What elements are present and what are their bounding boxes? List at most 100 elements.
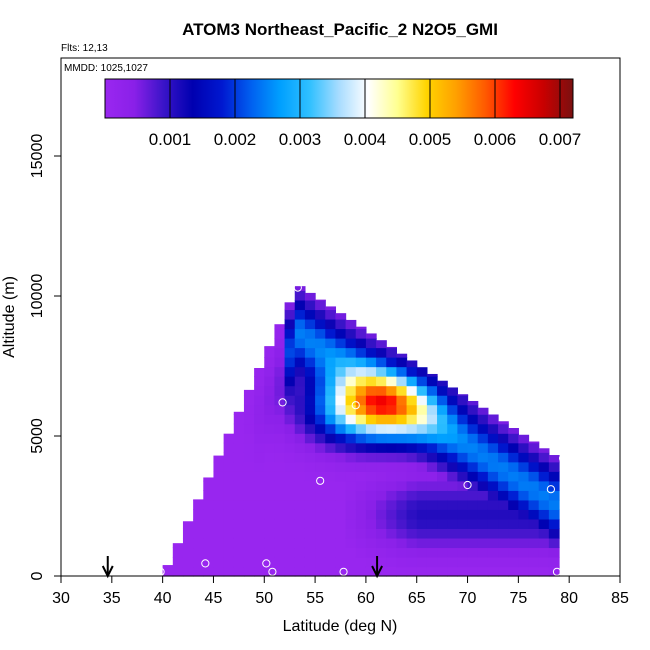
- heatmap-cell: [223, 499, 235, 510]
- heatmap-cell: [416, 528, 428, 539]
- heatmap-cell: [528, 537, 540, 549]
- flight-point: [552, 567, 562, 576]
- heatmap-cell: [304, 309, 316, 320]
- heatmap-cell: [447, 387, 458, 396]
- heatmap-cell: [203, 480, 215, 491]
- heatmap-cell: [325, 376, 337, 387]
- heatmap-cell: [345, 547, 357, 558]
- flight-point: [316, 476, 325, 485]
- heatmap-cell: [304, 338, 316, 349]
- heatmap-cell: [487, 452, 499, 463]
- heatmap-cell: [274, 414, 286, 425]
- heatmap-cell: [365, 528, 377, 539]
- heatmap-cell: [487, 556, 499, 568]
- x-tick-label: 60: [357, 590, 375, 607]
- heatmap-cell: [243, 414, 255, 425]
- heatmap-cell: [355, 547, 367, 558]
- heatmap-cell: [467, 452, 479, 463]
- heatmap-cell: [345, 376, 357, 387]
- heatmap-cell: [457, 452, 469, 463]
- flight-point: [351, 401, 360, 410]
- heatmap-cell: [437, 509, 448, 520]
- heatmap-cell: [426, 442, 438, 453]
- heatmap-cell: [508, 428, 519, 434]
- heatmap-cell: [304, 528, 316, 539]
- heatmap-cell: [508, 490, 519, 501]
- heatmap-cell: [284, 537, 296, 549]
- heatmap-cell: [396, 509, 408, 520]
- heatmap-cell: [233, 509, 245, 520]
- y-tick-label: 10000: [29, 274, 46, 319]
- heatmap-cell: [528, 471, 540, 482]
- heatmap-cell: [416, 367, 428, 377]
- heatmap-cell: [518, 556, 530, 568]
- heatmap-cell: [376, 452, 387, 463]
- heatmap-cell: [274, 404, 286, 415]
- heatmap-cell: [315, 299, 326, 301]
- heatmap-cell: [426, 490, 438, 501]
- heatmap-cell: [508, 452, 519, 463]
- heatmap-cell: [223, 433, 235, 444]
- heatmap-cell: [406, 360, 418, 368]
- heatmap-cell: [487, 423, 499, 434]
- heatmap-cell: [233, 452, 245, 463]
- heatmap-cell: [223, 461, 235, 472]
- heatmap-cell: [233, 442, 245, 453]
- heatmap-cell: [447, 547, 458, 558]
- heatmap-cell: [406, 366, 418, 377]
- heatmap-cell: [284, 480, 296, 491]
- heatmap-cell: [386, 385, 397, 396]
- heatmap-cell: [193, 518, 204, 529]
- heatmap-cell: [437, 528, 448, 539]
- heatmap-cell: [538, 461, 550, 472]
- heatmap-cell: [294, 414, 306, 425]
- colorbar-tick-label: 0.001: [149, 130, 192, 149]
- heatmap-cell: [264, 433, 276, 444]
- mmdd-label: MMDD: 1025,1027: [64, 63, 148, 74]
- heatmap-cell: [416, 376, 428, 387]
- heatmap-cell: [508, 480, 519, 491]
- heatmap-cell: [376, 566, 387, 577]
- heatmap-cell: [457, 556, 469, 568]
- heatmap-cell: [345, 423, 357, 434]
- heatmap-cell: [284, 328, 296, 339]
- y-axis: 0 5000 10000 15000: [29, 134, 61, 580]
- heatmap-cell: [426, 395, 438, 406]
- heatmap-cell: [355, 423, 367, 434]
- heatmap-cell: [172, 543, 184, 549]
- heatmap-cell: [345, 499, 357, 510]
- heatmap-cell: [304, 292, 316, 301]
- heatmap-cell: [274, 471, 286, 482]
- heatmap-cell: [355, 376, 367, 387]
- y-tick-label: 5000: [29, 418, 46, 454]
- heatmap-cell: [243, 404, 255, 415]
- heatmap-cell: [254, 368, 265, 377]
- heatmap-cell: [416, 395, 428, 406]
- heatmap-cell: [355, 385, 367, 396]
- heatmap-cell: [264, 414, 276, 425]
- heatmap-cell: [538, 566, 550, 577]
- heatmap-cell: [447, 509, 458, 520]
- heatmap-cell: [315, 480, 326, 491]
- heatmap-cell: [355, 452, 367, 463]
- heatmap-cell: [304, 433, 316, 444]
- heatmap-cell: [233, 414, 245, 425]
- heatmap-cell: [315, 547, 326, 558]
- heatmap-cell: [467, 499, 479, 510]
- heatmap-cell: [457, 566, 469, 577]
- colorbar-tick-label: 0.002: [214, 130, 257, 149]
- colorbar-tick-label: 0.003: [279, 130, 322, 149]
- heatmap-cell: [498, 490, 509, 501]
- heatmap-cell: [376, 385, 387, 396]
- heatmap-cell: [304, 366, 316, 377]
- heatmap-cell: [406, 442, 418, 453]
- heatmap-cell: [467, 471, 479, 482]
- heatmap-cell: [416, 537, 428, 549]
- heatmap-cell: [467, 442, 479, 453]
- heatmap-cell: [396, 423, 408, 434]
- heatmap-cell: [315, 461, 326, 472]
- heatmap-cell: [528, 509, 540, 520]
- heatmap-cell: [457, 404, 469, 415]
- heatmap-cell: [538, 448, 550, 453]
- heatmap-cell: [315, 566, 326, 577]
